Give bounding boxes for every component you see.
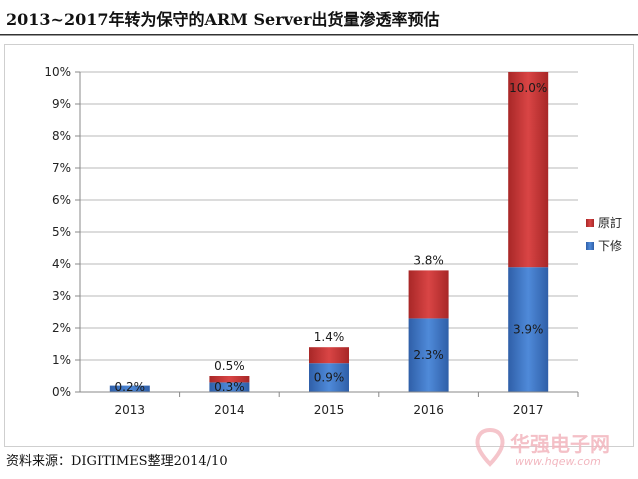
source-note: 资料来源：DIGITIMES整理2014/10	[6, 454, 228, 469]
data-label-revised: 0.9%	[314, 371, 345, 385]
y-tick-label: 8%	[52, 129, 71, 143]
y-tick-label: 1%	[52, 353, 71, 367]
title-divider	[0, 34, 638, 36]
page-title: 2013~2017年转为保守的ARM Server出货量渗透率预估	[6, 10, 440, 29]
data-label-total: 1.4%	[314, 330, 345, 344]
x-tick-label: 2017	[513, 403, 544, 417]
legend-swatch	[586, 219, 594, 227]
data-label-total: 10.0%	[509, 81, 547, 95]
bar-original	[309, 347, 349, 364]
y-tick-label: 4%	[52, 257, 71, 271]
x-tick-label: 2013	[115, 403, 146, 417]
bar-revised	[209, 382, 250, 392]
y-tick-label: 5%	[52, 225, 71, 239]
y-tick-label: 6%	[52, 193, 71, 207]
bar-original	[408, 270, 449, 319]
y-tick-label: 3%	[52, 289, 71, 303]
chart-frame	[4, 44, 634, 447]
y-tick-label: 2%	[52, 321, 71, 335]
y-tick-label: 7%	[52, 161, 71, 175]
bar-original	[508, 72, 549, 268]
y-tick-label: 0%	[52, 385, 71, 399]
data-label-total: 3.8%	[413, 253, 444, 267]
data-label-revised: 3.9%	[513, 323, 544, 337]
watermark-logo-icon	[475, 427, 505, 467]
bar-revised	[408, 318, 449, 392]
watermark-url: www.hqew.com	[515, 455, 601, 468]
legend-swatch	[586, 242, 594, 250]
legend-label: 原訂	[598, 215, 622, 230]
y-tick-label: 9%	[52, 97, 71, 111]
bar-revised	[109, 385, 150, 392]
data-label-revised: 2.3%	[413, 348, 444, 362]
bar-original	[209, 376, 250, 383]
x-tick-label: 2014	[214, 403, 245, 417]
watermark-text: 华强电子网	[510, 432, 610, 456]
x-tick-label: 2015	[314, 403, 345, 417]
legend-label: 下修	[598, 238, 622, 253]
data-label-revised: 0.3%	[214, 380, 245, 394]
data-label-total: 0.5%	[214, 359, 245, 373]
bar-revised	[309, 363, 349, 392]
x-tick-label: 2016	[413, 403, 444, 417]
data-label-revised: 0.2%	[115, 380, 146, 394]
y-tick-label: 10%	[44, 65, 71, 79]
bar-revised	[508, 267, 549, 392]
